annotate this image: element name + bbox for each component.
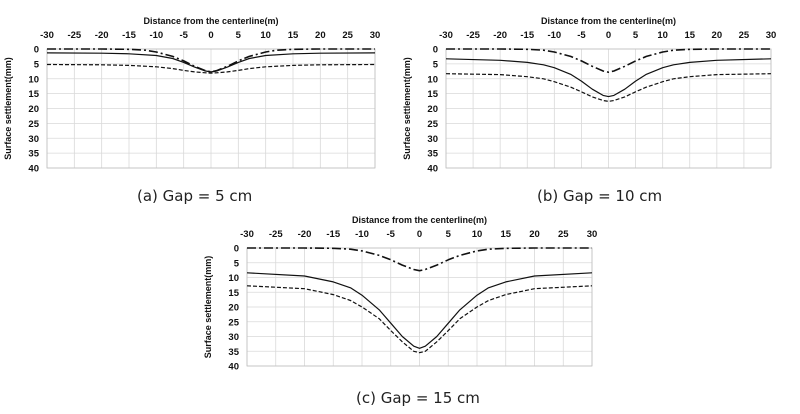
y-tick-label: 25 [427, 119, 438, 130]
y-tick-label: 35 [228, 347, 239, 358]
caption-b: (b) Gap = 10 cm [537, 187, 663, 205]
y-tick-label: 10 [427, 74, 438, 85]
x-tick-label: 5 [633, 30, 639, 41]
y-tick-label: 40 [228, 362, 239, 373]
y-tick-label: 20 [28, 104, 39, 115]
x-tick-label: -10 [547, 30, 561, 41]
series-line-dashed [246, 285, 593, 354]
x-tick-label: 15 [684, 30, 695, 41]
y-tick-label: 10 [28, 74, 39, 85]
y-tick-label: 30 [228, 332, 239, 343]
x-tick-label: -20 [95, 30, 109, 41]
x-tick-label: -25 [466, 30, 480, 41]
x-tick-label: 20 [529, 229, 540, 240]
x-tick-label: 0 [208, 30, 213, 41]
y-tick-label: 40 [427, 164, 438, 175]
y-tick-label: 20 [427, 104, 438, 115]
x-tick-label: -10 [355, 229, 369, 240]
y-tick-label: 25 [228, 317, 239, 328]
x-axis-title: Distance from the centerline(m) [143, 16, 278, 26]
x-tick-label: 5 [446, 229, 452, 240]
x-tick-label: 15 [288, 30, 299, 41]
x-tick-label: -15 [326, 229, 340, 240]
y-tick-label: 5 [234, 258, 240, 269]
y-tick-label: 35 [427, 149, 438, 160]
x-tick-label: 30 [370, 30, 381, 41]
x-tick-label: -5 [387, 229, 396, 240]
x-tick-label: 10 [657, 30, 668, 41]
x-tick-label: 25 [739, 30, 750, 41]
x-tick-label: 30 [587, 229, 598, 240]
y-tick-label: 15 [427, 89, 438, 100]
x-tick-label: 20 [712, 30, 723, 41]
y-tick-label: 30 [427, 134, 438, 145]
x-tick-label: 25 [342, 30, 353, 41]
series-line-dash-dot [446, 48, 771, 73]
x-tick-label: -25 [269, 229, 283, 240]
y-tick-label: 35 [28, 149, 39, 160]
y-tick-label: 20 [228, 303, 239, 314]
x-tick-label: -20 [493, 30, 507, 41]
y-tick-label: 5 [34, 59, 40, 70]
series-line-solid [445, 58, 772, 98]
x-tick-label: -30 [439, 30, 453, 41]
x-tick-label: -30 [40, 30, 54, 41]
x-tick-label: 15 [500, 229, 511, 240]
x-tick-label: 10 [472, 229, 483, 240]
y-tick-label: 30 [28, 134, 39, 145]
y-tick-label: 10 [228, 273, 239, 284]
x-tick-label: -30 [240, 229, 254, 240]
y-tick-label: 5 [433, 59, 439, 70]
series-line-dashed [445, 73, 772, 103]
x-tick-label: -20 [298, 229, 312, 240]
x-tick-label: -5 [577, 30, 586, 41]
series-line-dashed [46, 63, 376, 74]
x-tick-label: 5 [236, 30, 242, 41]
x-tick-label: -25 [67, 30, 81, 41]
x-tick-label: -10 [149, 30, 163, 41]
series-line-dash-dot [247, 247, 592, 272]
y-tick-label: 0 [234, 244, 239, 255]
series-line-solid [46, 52, 376, 73]
series-line-dash-dot [47, 48, 375, 73]
plot-area [246, 247, 593, 367]
y-tick-label: 40 [28, 164, 39, 175]
x-axis-title: Distance from the centerline(m) [352, 215, 487, 225]
y-tick-label: 0 [34, 45, 39, 56]
y-axis-title: Surface settlement(mm) [203, 256, 213, 359]
plot-area [445, 48, 772, 169]
x-tick-label: 25 [558, 229, 569, 240]
plot-area [46, 48, 376, 169]
x-tick-label: 30 [766, 30, 777, 41]
y-tick-label: 0 [433, 45, 438, 56]
x-axis-title: Distance from the centerline(m) [541, 16, 676, 26]
x-tick-label: -15 [520, 30, 534, 41]
y-tick-label: 15 [28, 89, 39, 100]
y-tick-label: 15 [228, 288, 239, 299]
series-line-solid [246, 272, 593, 349]
x-tick-label: 0 [417, 229, 422, 240]
caption-c: (c) Gap = 15 cm [356, 389, 480, 407]
y-axis-title: Surface settlement(mm) [402, 57, 412, 160]
x-tick-label: -15 [122, 30, 136, 41]
y-tick-label: 25 [28, 119, 39, 130]
x-tick-label: -5 [179, 30, 188, 41]
x-tick-label: 20 [315, 30, 326, 41]
caption-a: (a) Gap = 5 cm [137, 187, 253, 205]
y-axis-title: Surface settlement(mm) [3, 57, 13, 160]
x-tick-label: 0 [606, 30, 611, 41]
x-tick-label: 10 [260, 30, 271, 41]
